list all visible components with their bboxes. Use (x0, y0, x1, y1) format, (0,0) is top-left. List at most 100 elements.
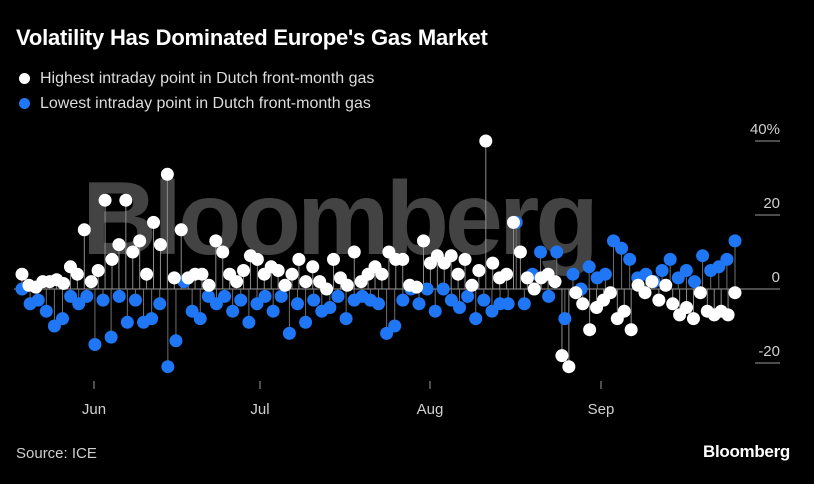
low-point (728, 234, 742, 248)
high-point (285, 267, 299, 281)
high-point (666, 297, 680, 311)
x-tick-label: Jun (82, 401, 106, 418)
high-point (306, 260, 320, 274)
high-point (133, 234, 147, 248)
legend-marker-low (19, 98, 30, 109)
high-point (160, 167, 174, 181)
low-point (290, 297, 304, 311)
low-point (234, 293, 248, 307)
low-point (655, 264, 669, 277)
low-point (396, 293, 410, 307)
high-point (659, 278, 673, 292)
high-point (444, 249, 458, 263)
y-tick-label: 40% (750, 121, 780, 138)
low-point (331, 289, 345, 303)
high-point (153, 238, 167, 252)
y-tick-label: 20 (763, 195, 780, 212)
high-point (486, 256, 500, 270)
low-point (145, 312, 159, 326)
low-point (469, 312, 483, 326)
high-point (112, 238, 126, 252)
low-point (193, 312, 207, 326)
high-point (119, 193, 133, 207)
high-point (562, 360, 576, 374)
high-point (84, 275, 98, 289)
source-note: Source: ICE (16, 445, 97, 462)
legend-item-low: Lowest intraday point in Dutch front-mon… (16, 91, 374, 116)
high-point (527, 282, 541, 296)
low-point (558, 312, 572, 326)
high-point (271, 264, 285, 277)
low-point (428, 304, 442, 318)
x-tick-label: Sep (588, 401, 615, 418)
low-point (615, 241, 629, 255)
low-point (388, 319, 402, 333)
high-point (500, 267, 514, 281)
high-point (278, 278, 292, 292)
high-point (195, 267, 209, 281)
high-point (520, 271, 534, 285)
low-point (420, 282, 434, 296)
legend-label-low: Lowest intraday point in Dutch front-mon… (40, 94, 371, 112)
high-point (209, 234, 223, 248)
high-point (77, 223, 91, 237)
low-point (323, 301, 337, 314)
low-point (226, 304, 240, 318)
low-point (120, 315, 134, 329)
high-point (569, 286, 583, 300)
high-point (458, 252, 472, 266)
low-point (687, 275, 701, 289)
low-point (104, 330, 118, 344)
high-point (98, 193, 112, 207)
high-point (617, 304, 631, 318)
legend-item-high: Highest intraday point in Dutch front-mo… (16, 66, 374, 91)
low-point (550, 245, 564, 259)
low-point (412, 297, 426, 311)
high-point (638, 286, 652, 300)
low-point (372, 297, 385, 311)
low-point (582, 260, 596, 274)
low-point (566, 267, 580, 281)
high-point (451, 267, 465, 281)
high-point (396, 252, 410, 266)
low-point (128, 293, 142, 307)
high-point (91, 264, 105, 277)
low-point (339, 312, 353, 326)
high-point (216, 245, 230, 259)
high-point (506, 215, 520, 229)
y-tick-label: 0 (772, 269, 780, 286)
low-point (169, 334, 183, 348)
high-point (728, 286, 742, 300)
low-point (501, 297, 515, 311)
high-point (583, 323, 597, 337)
high-point (250, 252, 264, 266)
low-point (39, 304, 53, 318)
high-point (410, 280, 424, 294)
high-point (686, 312, 700, 326)
low-point (161, 360, 175, 374)
high-point (15, 267, 29, 281)
high-point (105, 252, 119, 266)
high-point (140, 267, 154, 281)
low-point (477, 293, 491, 307)
low-point (31, 293, 45, 307)
x-tick-label: Aug (417, 401, 444, 418)
low-point (623, 252, 637, 266)
low-point (242, 315, 256, 329)
low-point (258, 289, 272, 303)
legend: Highest intraday point in Dutch front-mo… (16, 66, 374, 116)
high-point (126, 245, 140, 259)
high-point (340, 278, 354, 292)
high-point (416, 234, 430, 248)
high-point (299, 275, 313, 289)
brand-logo: Bloomberg (702, 442, 790, 461)
high-point (513, 245, 527, 259)
low-point (461, 289, 475, 303)
low-point (153, 297, 167, 311)
low-point (542, 289, 556, 303)
low-point (266, 304, 280, 318)
high-point (320, 282, 334, 296)
high-point (57, 276, 71, 290)
high-point (292, 252, 306, 266)
